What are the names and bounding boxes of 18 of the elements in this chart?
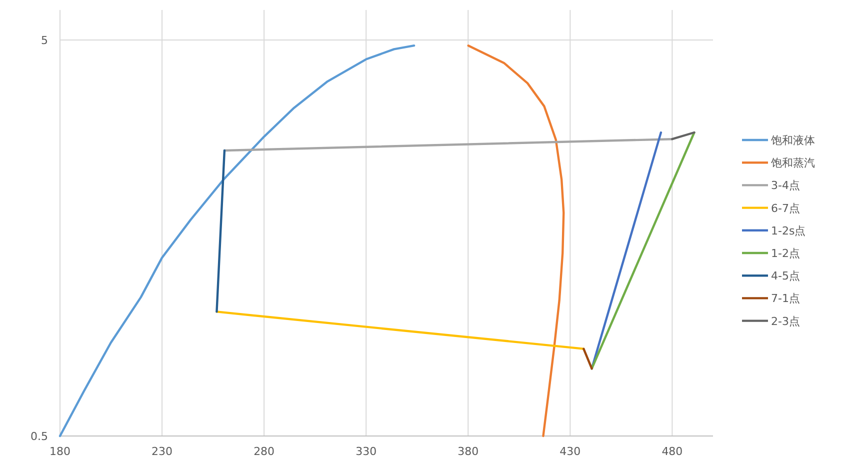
- x-tick-label: 280: [254, 445, 275, 457]
- legend-label: 1-2点: [771, 247, 800, 260]
- x-tick-label: 230: [152, 445, 173, 457]
- x-tick-label: 380: [458, 445, 479, 457]
- legend-label: 3-4点: [771, 179, 800, 192]
- x-tick-label: 180: [50, 445, 70, 457]
- legend-label: 饱和液体: [770, 134, 815, 147]
- legend-label: 4-5点: [771, 270, 800, 283]
- legend-label: 6-7点: [771, 202, 800, 215]
- legend-label: 2-3点: [771, 314, 800, 328]
- y-tick-label: 0.5: [30, 430, 48, 443]
- x-tick-label: 330: [356, 445, 377, 457]
- x-tick-label: 430: [560, 445, 581, 457]
- x-tick-label: 480: [662, 445, 683, 457]
- y-tick-label: 5: [41, 34, 48, 47]
- legend-label: 饱和蒸汽: [770, 156, 815, 170]
- legend-label: 1-2s点: [771, 224, 806, 238]
- legend-label: 7-1点: [771, 292, 800, 306]
